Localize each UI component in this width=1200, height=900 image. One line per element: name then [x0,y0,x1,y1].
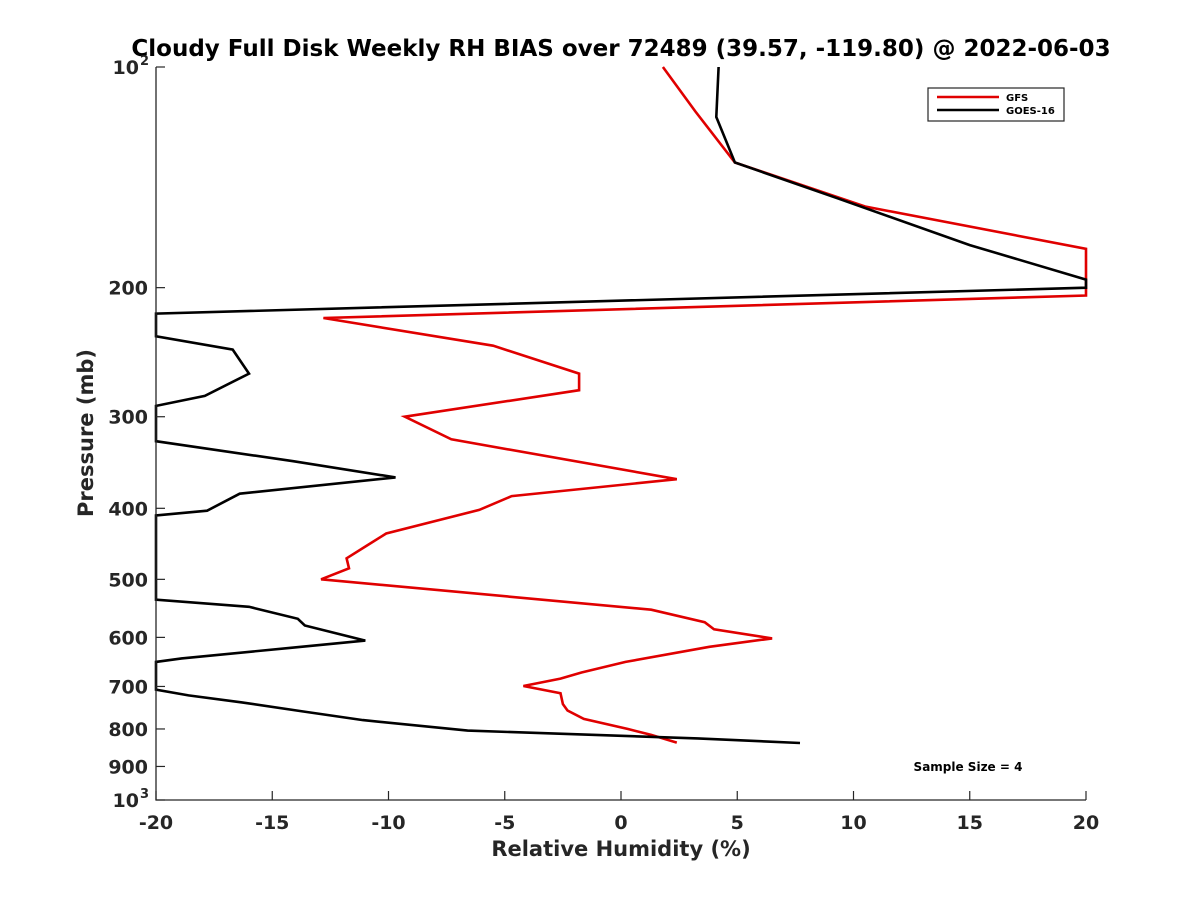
y-tick-label: 10 [113,57,139,79]
legend: GFS GOES-16 [927,87,1065,122]
chart-title: Cloudy Full Disk Weekly RH BIAS over 724… [131,36,1110,62]
y-tick-label: 600 [108,627,148,649]
series-line-gfs [320,66,1088,744]
x-tick-label: -5 [494,812,515,834]
x-axis-label: Relative Humidity (%) [491,837,750,861]
y-tick-label: 900 [108,756,148,778]
legend-label-gfs: GFS [1006,93,1028,104]
plot-area: -20 -15 -10 -5 0 5 10 15 20 10 220030040050060070… [108,54,1099,834]
x-tick-label: -15 [255,812,289,834]
y-tick-exponent: 3 [140,787,149,802]
x-axis-ticks: -20 -15 -10 -5 0 5 10 15 20 [139,791,1099,834]
x-tick-label: 5 [731,812,744,834]
y-axis-label: Pressure (mb) [74,349,98,517]
series-layer [154,66,1088,745]
y-tick-label: 400 [108,498,148,520]
x-tick-label: 10 [840,812,866,834]
y-tick-exponent: 2 [140,54,149,69]
x-tick-label: -20 [139,812,173,834]
y-tick-label: 10 [113,790,139,812]
series-line-goes-16 [154,66,1088,745]
plot-frame [156,67,1086,800]
y-tick-label: 500 [108,569,148,591]
legend-box [927,87,1065,122]
legend-label-goes-16: GOES-16 [1006,106,1055,117]
x-tick-label: 15 [957,812,983,834]
x-tick-label: -10 [371,812,405,834]
y-tick-label: 200 [108,278,148,300]
y-tick-label: 300 [108,407,148,429]
x-tick-label: 20 [1073,812,1099,834]
sample-size-annotation: Sample Size = 4 [914,760,1023,774]
y-tick-label: 800 [108,719,148,741]
y-tick-label: 700 [108,676,148,698]
x-tick-label: 0 [614,812,627,834]
